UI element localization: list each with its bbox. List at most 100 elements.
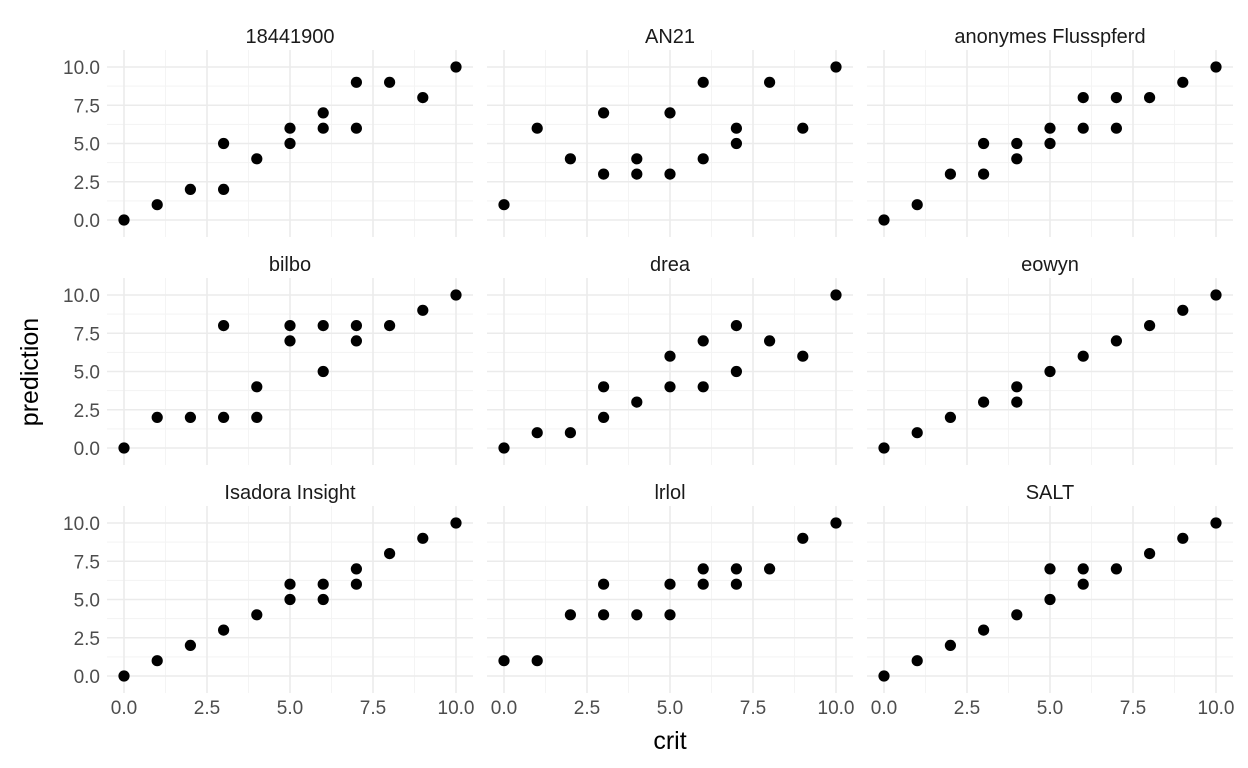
data-point [317,365,329,378]
facet-title: eowyn [1021,254,1079,276]
data-point [978,396,990,408]
y-tick-label: 10.0 [63,514,100,535]
data-point [830,61,842,73]
data-point [598,411,610,423]
data-point [184,411,196,423]
data-point [944,411,957,423]
data-point [697,335,709,347]
data-point [151,199,163,211]
data-point [697,578,709,590]
data-point [350,320,362,332]
data-point [284,335,296,347]
data-point [531,655,543,667]
y-tick-label: 7.5 [74,552,100,573]
data-point [1210,61,1222,73]
data-point [797,122,809,134]
data-point [911,655,923,667]
data-point [697,381,709,393]
data-point [944,639,957,652]
data-point [251,411,263,423]
data-point [317,578,329,590]
data-point [450,61,462,73]
x-tick-label: 10.0 [1198,698,1235,719]
data-point [1177,304,1189,316]
data-point [118,670,130,682]
data-point [564,153,577,165]
data-point [730,563,743,575]
data-point [764,563,776,575]
x-tick-label: 5.0 [277,698,303,719]
data-point [911,199,923,211]
data-point [664,107,676,119]
data-point [450,517,462,529]
data-point [218,183,230,195]
y-tick-label: 2.5 [74,629,100,650]
data-point [697,563,709,575]
data-point [384,320,396,332]
data-point [531,122,543,134]
data-point [417,304,429,316]
data-point [218,624,230,636]
data-point [978,168,990,180]
data-point [1044,137,1056,150]
x-tick-label: 5.0 [1037,698,1063,719]
data-point [664,350,676,362]
data-point [1177,76,1189,88]
data-point [1011,153,1023,165]
data-point [251,609,263,621]
data-point [978,624,990,636]
y-tick-label: 5.0 [74,591,100,612]
data-point [251,153,263,165]
data-point [417,532,429,544]
y-tick-label: 0.0 [74,667,100,688]
data-point [1210,289,1222,301]
facet-panel: SALT 0.0 2.5 5.0 7.5 10.0 [867,482,1234,719]
data-point [631,168,643,180]
data-point [1044,563,1056,575]
data-point [730,320,743,332]
data-point [911,427,923,439]
data-point [631,396,643,408]
x-tick-label: 0.0 [111,698,137,719]
data-point [317,122,329,134]
data-point [664,578,676,590]
data-point [764,335,776,347]
x-tick-label: 10.0 [438,698,475,719]
data-point [151,411,163,423]
facet-title: AN21 [645,26,695,48]
data-point [631,609,643,621]
data-point [218,137,230,150]
facet-title: 18441900 [246,26,335,48]
facet-title: anonymes Flusspferd [954,26,1145,48]
y-tick-label: 5.0 [74,363,100,384]
facet-title: Isadora Insight [224,482,356,504]
facet-panel: lrlol 0.0 2.5 5.0 7.5 10.0 [487,482,854,719]
y-tick-label: 2.5 [74,173,100,194]
facet-title: lrlol [654,482,685,504]
data-point [384,76,396,88]
data-point [1177,532,1189,544]
data-point [284,593,296,606]
data-point [631,153,643,165]
data-point [498,442,510,454]
data-point [797,532,809,544]
y-tick-label: 5.0 [74,135,100,156]
data-point [531,427,543,439]
y-tick-label: 7.5 [74,324,100,345]
y-tick-label: 2.5 [74,401,100,422]
data-point [1044,593,1056,606]
x-tick-label: 5.0 [657,698,683,719]
y-tick-label: 7.5 [74,96,100,117]
data-point [1110,122,1122,134]
x-axis-title: crit [653,727,686,755]
data-point [218,411,230,423]
data-point [317,107,329,119]
data-point [498,655,510,667]
data-point [118,442,130,454]
data-point [1144,548,1156,560]
data-point [1110,92,1122,104]
facet-panel: AN21 [487,26,853,237]
data-point [664,168,676,180]
facet-panel: drea [487,254,853,465]
